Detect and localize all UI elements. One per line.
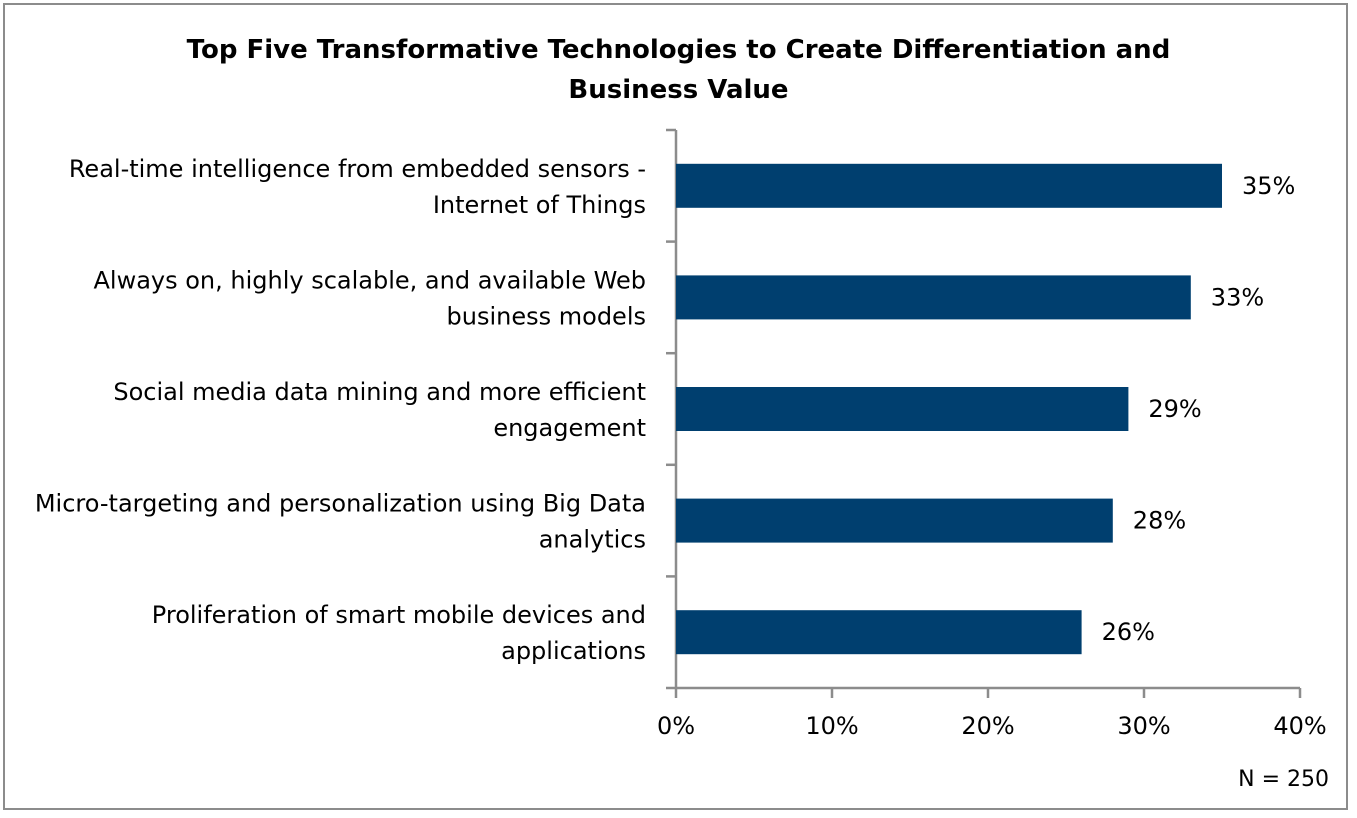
- sample-size-note: N = 250: [1238, 767, 1329, 792]
- data-label: 29%: [1148, 395, 1201, 423]
- category-label: Real-time intelligence from embedded sen…: [69, 155, 646, 219]
- category-label: Micro-targeting and personalization usin…: [35, 490, 646, 554]
- bar: [676, 387, 1129, 431]
- chart-frame: [3, 3, 1348, 810]
- category-label: Social media data mining and more effici…: [113, 378, 646, 442]
- x-tick-label: 30%: [1117, 712, 1170, 740]
- chart-title-line-1: Top Five Transformative Technologies to …: [186, 35, 1171, 65]
- data-label: 26%: [1102, 618, 1155, 646]
- bar: [676, 498, 1113, 543]
- data-label: 35%: [1242, 172, 1295, 200]
- category-label: Proliferation of smart mobile devices an…: [152, 601, 646, 665]
- chart-title: Top Five Transformative Technologies to …: [0, 30, 1357, 110]
- data-label: 28%: [1133, 507, 1186, 535]
- bar: [676, 275, 1191, 320]
- x-tick-label: 0%: [657, 712, 695, 740]
- x-tick-label: 20%: [961, 712, 1014, 740]
- bar: [676, 610, 1082, 655]
- data-label: 33%: [1211, 283, 1264, 311]
- category-label: Always on, highly scalable, and availabl…: [93, 266, 646, 330]
- x-tick-label: 40%: [1273, 712, 1326, 740]
- bar: [676, 163, 1222, 208]
- x-tick-label: 10%: [805, 712, 858, 740]
- chart-title-line-2: Business Value: [568, 75, 789, 105]
